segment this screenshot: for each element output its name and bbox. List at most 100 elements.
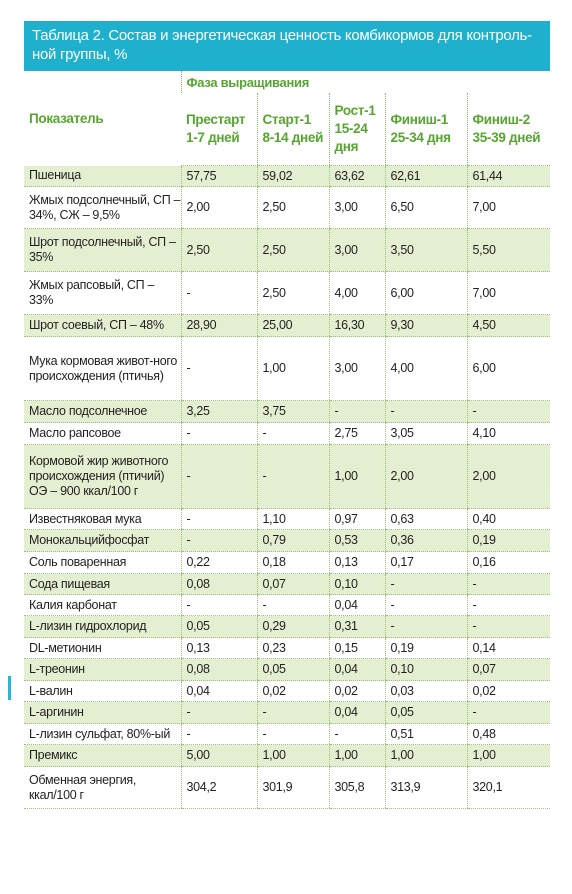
cell-value: 304,2	[180, 766, 257, 809]
cell-value: 1,10	[256, 508, 329, 530]
row-label: Известняковая мука	[24, 508, 181, 530]
cell-value: -	[466, 573, 551, 595]
column-header-days: 15-24 дня	[334, 121, 368, 154]
cell-value: -	[256, 444, 329, 509]
table-row: Известняковая мука -1,10 0,97 0,63 0,40	[24, 508, 551, 530]
phase-header: Фаза выращивания	[180, 71, 551, 93]
cell-value: 0,18	[256, 551, 329, 574]
cell-value: 0,05	[256, 658, 329, 681]
cell-value: 16,30	[328, 314, 385, 337]
cell-value: 2,00	[180, 186, 257, 229]
cell-value: 6,50	[384, 186, 467, 229]
cell-value: 0,13	[180, 637, 257, 659]
column-header: Престарт 1-7 дней	[181, 93, 257, 166]
cell-value: 0,36	[384, 529, 467, 552]
cell-value: 0,04	[328, 594, 385, 616]
table-row: Мука кормовая живот-ного происхождения (…	[24, 336, 551, 401]
row-label: Кормовой жир животного происхождения (пт…	[24, 444, 181, 509]
cell-value: 0,23	[256, 637, 329, 659]
cell-value: 6,00	[466, 336, 551, 401]
cell-value: 0,07	[256, 573, 329, 595]
column-header-name: Старт-1	[262, 112, 312, 127]
composition-table: Показатель Фаза выращивания Престарт 1-7 …	[24, 71, 551, 809]
cell-value: 0,97	[328, 508, 385, 530]
cell-value: 2,50	[180, 228, 257, 272]
cell-value: 0,10	[328, 573, 385, 595]
row-label: Масло подсолнечное	[24, 400, 181, 423]
cell-value: 0,79	[256, 529, 329, 552]
cell-value: 0,31	[328, 615, 385, 638]
cell-value: 0,07	[466, 658, 551, 681]
table-row: L-лизин сульфат, 80%-ый - - -0,51 0,48	[24, 723, 551, 745]
cell-value: -	[256, 723, 329, 745]
row-label: L-треонин	[24, 658, 181, 681]
cell-value: 301,9	[256, 766, 329, 809]
cell-value: -	[180, 701, 257, 724]
table-row: Масло подсолнечное 3,25 3,75- - -	[24, 400, 551, 423]
row-label: Соль поваренная	[24, 551, 181, 574]
cell-value: 4,00	[328, 271, 385, 315]
cell-value: -	[180, 336, 257, 401]
column-header-days: 1-7 дней	[186, 130, 240, 145]
table-row: Жмых рапсовый, СП – 33% -2,50 4,00 6,00 7,00	[24, 271, 551, 315]
cell-value: 0,15	[328, 637, 385, 659]
cell-value: 5,50	[466, 228, 551, 272]
cell-value: -	[180, 508, 257, 530]
row-label: Жмых подсолнечный, СП – 34%, СЖ – 9,5%	[24, 186, 181, 229]
row-label: DL-метионин	[24, 637, 181, 659]
cell-value: 0,19	[384, 637, 467, 659]
cell-value: 25,00	[256, 314, 329, 337]
table-row: Соль поваренная 0,22 0,18 0,13 0,17 0,16	[24, 551, 551, 574]
cell-value: 3,50	[384, 228, 467, 272]
cell-value: 7,00	[466, 186, 551, 229]
cell-value: 3,75	[256, 400, 329, 423]
cell-value: 0,02	[328, 680, 385, 702]
cell-value: 59,02	[256, 165, 329, 187]
cell-value: 0,04	[328, 658, 385, 681]
row-label: Пшеница	[24, 165, 181, 187]
row-label: L-лизин гидрохлорид	[24, 615, 181, 638]
cell-value: 4,00	[384, 336, 467, 401]
cell-value: 0,53	[328, 529, 385, 552]
cell-value: 2,50	[256, 271, 329, 315]
cell-value: 305,8	[328, 766, 385, 809]
cell-value: 0,13	[328, 551, 385, 574]
table-row: Премикс 5,00 1,00 1,00 1,00 1,00	[24, 744, 551, 767]
cell-value: 28,90	[180, 314, 257, 337]
cell-value: 0,04	[328, 701, 385, 724]
cell-value: 0,05	[384, 701, 467, 724]
cell-value: -	[180, 723, 257, 745]
cell-value: 0,51	[384, 723, 467, 745]
row-label: L-аргинин	[24, 701, 181, 724]
cell-value: 1,00	[328, 444, 385, 509]
cell-value: 63,62	[328, 165, 385, 187]
row-label: Калия карбонат	[24, 594, 181, 616]
cell-value: 320,1	[466, 766, 551, 809]
row-label: Масло рапсовое	[24, 422, 181, 445]
table-row: Шрот соевый, СП – 48% 28,90 25,00 16,30 9,30…	[24, 314, 551, 337]
cell-value: 3,05	[384, 422, 467, 445]
cell-value: 0,05	[180, 615, 257, 638]
cell-value: 1,00	[384, 744, 467, 767]
cell-value: 4,10	[466, 422, 551, 445]
table-row: Монокальцийфосфат -0,79 0,53 0,36 0,19	[24, 529, 551, 552]
cell-value: -	[256, 594, 329, 616]
row-label: Шрот соевый, СП – 48%	[24, 314, 181, 337]
cell-value: 0,10	[384, 658, 467, 681]
indicator-header: Показатель	[29, 110, 104, 126]
cell-value: -	[466, 400, 551, 423]
cell-value: 61,44	[466, 165, 551, 187]
table-row: L-аргинин - -0,04 0,05-	[24, 701, 551, 724]
cell-value: 0,08	[180, 658, 257, 681]
cell-value: 0,40	[466, 508, 551, 530]
column-header-days: 8-14 дней	[262, 130, 324, 145]
side-marker	[8, 676, 11, 700]
column-header-name: Финиш-1	[390, 112, 449, 127]
cell-value: -	[384, 594, 467, 616]
cell-value: 1,00	[328, 744, 385, 767]
cell-value: -	[256, 701, 329, 724]
cell-value: 0,03	[384, 680, 467, 702]
cell-value: 57,75	[180, 165, 257, 187]
row-label: Жмых рапсовый, СП – 33%	[24, 271, 181, 315]
table-row: Кормовой жир животного происхождения (пт…	[24, 444, 551, 509]
